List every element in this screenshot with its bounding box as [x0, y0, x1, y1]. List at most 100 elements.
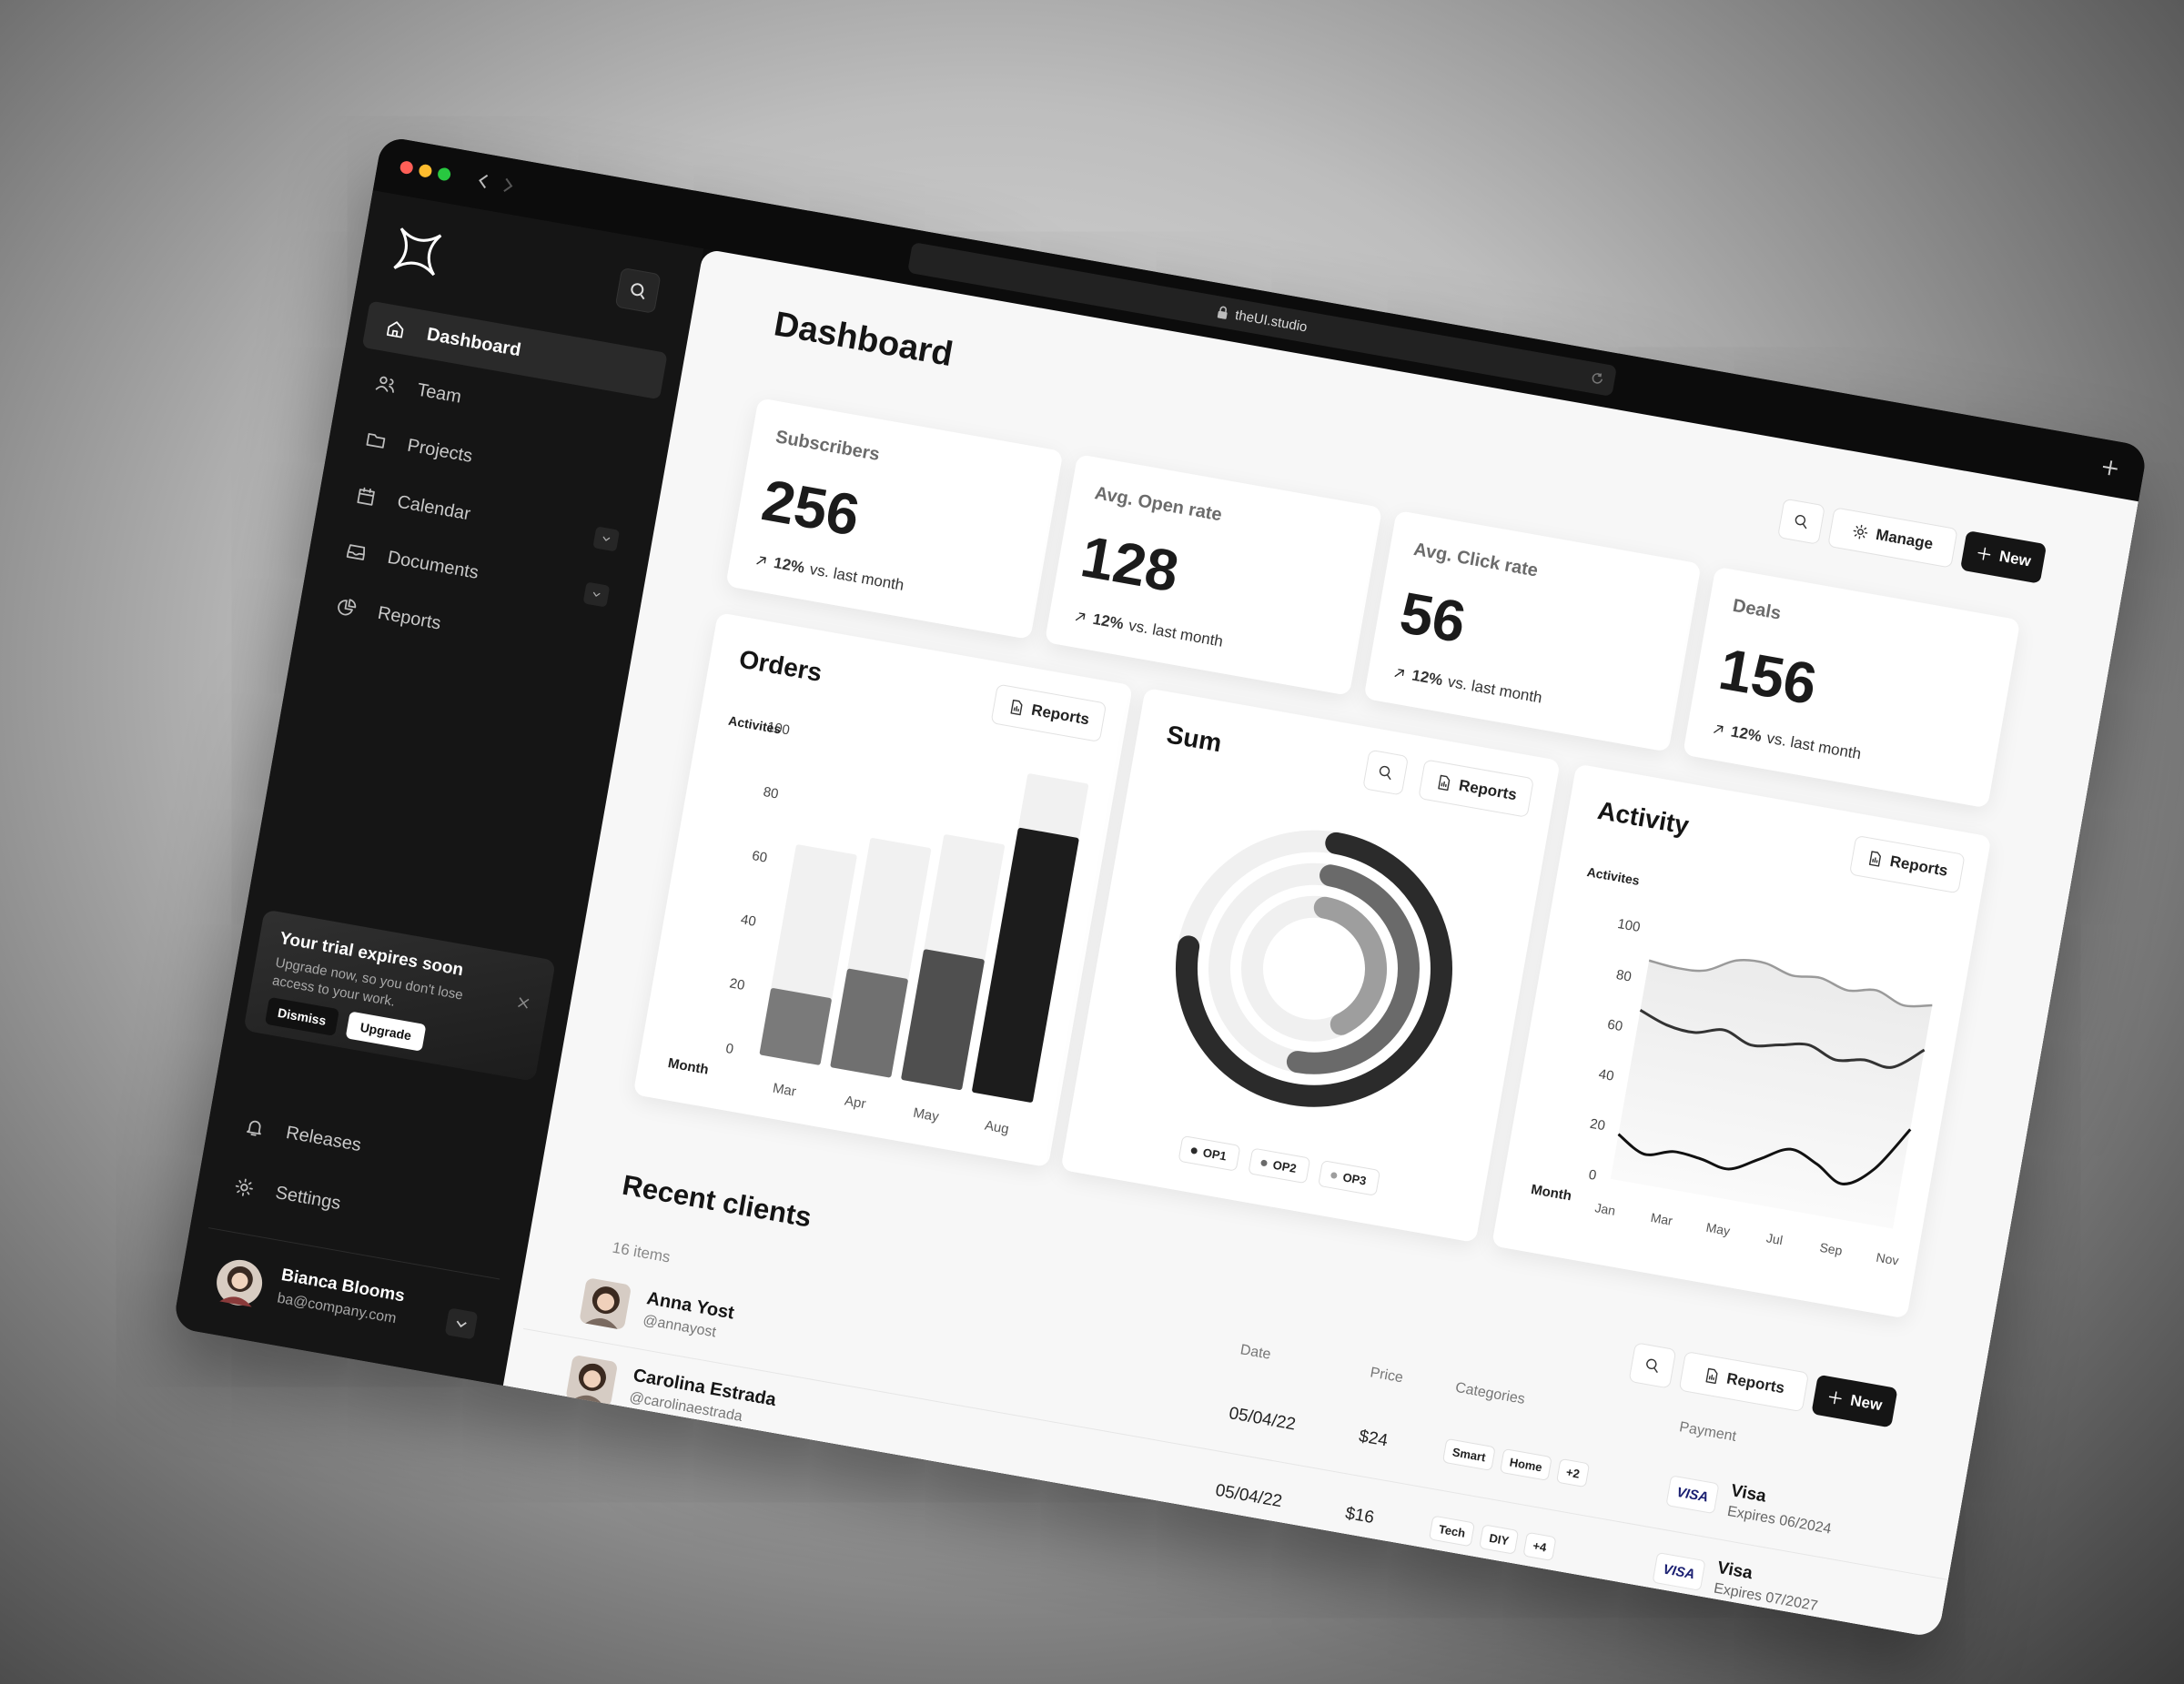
category-chip: +2: [1555, 1457, 1590, 1488]
lock-icon: [1217, 306, 1228, 319]
minimize-dot[interactable]: [418, 164, 432, 178]
nav-icon: [354, 485, 378, 512]
gear-icon: [235, 1178, 253, 1196]
reports-button[interactable]: Reports: [1848, 834, 1966, 894]
calendar-icon: [357, 487, 375, 506]
dismiss-button[interactable]: Dismiss: [264, 996, 339, 1036]
icon-path: [1441, 781, 1447, 788]
client-avatar: [580, 1278, 631, 1329]
plus-icon: [1977, 547, 1991, 560]
doc-icon: [1868, 851, 1881, 867]
icon-path: [366, 433, 386, 449]
change-value: 12%: [1410, 666, 1444, 690]
search-button[interactable]: [1362, 749, 1410, 796]
chart-title: Orders: [737, 645, 824, 687]
x-axis-label: Month: [1530, 1182, 1572, 1205]
legend-label: OP2: [1272, 1158, 1298, 1175]
forward-arrow[interactable]: [503, 177, 513, 192]
manage-button[interactable]: Manage: [1827, 507, 1958, 569]
nav-expand[interactable]: [592, 525, 621, 552]
icon-path: [1075, 612, 1086, 621]
stat-value: 56: [1395, 579, 1471, 656]
icon-path: [1386, 773, 1391, 781]
reports-button[interactable]: Reports: [1678, 1350, 1810, 1413]
icon-path: [1872, 857, 1878, 863]
trial-close[interactable]: [515, 994, 532, 1012]
icon-path: [348, 599, 357, 609]
chart-title: Sum: [1165, 720, 1224, 757]
zoom-dot[interactable]: [437, 166, 451, 181]
icon-path: [592, 591, 601, 597]
close-dot[interactable]: [399, 160, 414, 175]
icon-path: [240, 1184, 248, 1192]
nav-expand[interactable]: [582, 581, 611, 608]
search-icon: [1795, 515, 1807, 529]
chevron-icon: [602, 536, 611, 541]
arrow-icon: [1075, 612, 1086, 621]
line: [1648, 959, 1933, 1008]
avatar-face: [583, 1370, 602, 1388]
x-tick-label: Apr: [844, 1093, 867, 1112]
stat-card: Avg. Open rate 128 12% vs. last month: [1044, 454, 1383, 696]
folder-icon: [366, 433, 386, 449]
reports-button-label: Reports: [1029, 701, 1091, 729]
upgrade-button[interactable]: Upgrade: [345, 1011, 427, 1052]
new-button[interactable]: New: [1811, 1374, 1898, 1428]
doc-icon: [1438, 774, 1451, 792]
y-tick-label: 60: [751, 848, 768, 866]
icon-path: [1705, 1367, 1718, 1385]
y-tick-label: 100: [766, 719, 792, 738]
address-bar[interactable]: theUI.studio: [907, 241, 1618, 397]
stat-label: Avg. Open rate: [1093, 483, 1224, 526]
user-menu[interactable]: [444, 1307, 479, 1340]
browser-window: theUI.studio Your trial expires soon Upg…: [172, 136, 2149, 1639]
back-arrow[interactable]: [479, 174, 489, 189]
chart-card: Orders 0 20 40 60 80 100 Mar Apr May Aug Month Activ…: [632, 612, 1134, 1168]
search-button[interactable]: [1776, 498, 1825, 545]
chart: Orders 0 20 40 60 80 100 Mar Apr May Aug Month Activ…: [667, 645, 1089, 1137]
search-button[interactable]: [1628, 1342, 1677, 1389]
y-tick-label: 40: [1597, 1066, 1614, 1084]
icon-path: [1828, 1391, 1842, 1405]
icon-path: [379, 376, 388, 385]
icon-path: [1379, 765, 1390, 777]
icon-path: [357, 487, 375, 506]
reports-button[interactable]: Reports: [1418, 759, 1534, 818]
arrow-icon: [1714, 725, 1724, 733]
reports-button[interactable]: Reports: [990, 683, 1107, 743]
legend-item: OP3: [1319, 1161, 1380, 1195]
reload-icon[interactable]: [1590, 371, 1604, 386]
new-button-label: New: [1848, 1391, 1884, 1415]
manage-button-label: Manage: [1874, 525, 1935, 553]
pie-icon: [338, 599, 357, 616]
home-icon: [386, 321, 404, 338]
y-tick-label: 20: [1589, 1116, 1606, 1134]
icon-path: [1868, 851, 1881, 867]
category-chip: +4: [1522, 1531, 1557, 1562]
new-tab[interactable]: [2098, 457, 2121, 479]
legend-label: OP3: [1341, 1170, 1367, 1187]
change-note: vs. last month: [1127, 616, 1225, 650]
icon-path: [1708, 1374, 1714, 1381]
avatar-body: [585, 1318, 618, 1329]
y-tick-label: 100: [1616, 916, 1642, 935]
new-button[interactable]: New: [1959, 529, 2048, 584]
icon-path: [1802, 523, 1807, 529]
icon-path: [338, 600, 353, 616]
x-tick-label: Mar: [772, 1081, 797, 1100]
sidebar-search[interactable]: [614, 267, 662, 314]
arrow-icon: [756, 556, 766, 565]
change-note: vs. last month: [1765, 729, 1863, 763]
stat-label: Avg. Click rate: [1411, 539, 1540, 581]
stat-change: 12% vs. last month: [1710, 720, 1863, 764]
x-tick-label: May: [912, 1105, 940, 1125]
reports-button-label: Reports: [1888, 852, 1949, 880]
search-icon: [631, 283, 645, 300]
x-tick-label: Aug: [984, 1118, 1010, 1137]
change-value: 12%: [1729, 722, 1764, 746]
legend-chip: [1178, 1135, 1240, 1171]
chart: Activity 0 20 40 60 80 100 Jan Mar May Jul Sep Nov Mo…: [1530, 796, 1933, 1268]
icon-path: [1438, 774, 1451, 792]
y-tick-label: 0: [724, 1041, 734, 1057]
